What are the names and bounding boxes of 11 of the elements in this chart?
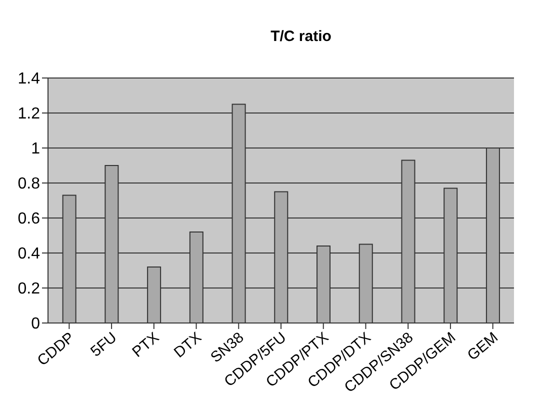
y-tick-label: 0.8 <box>18 176 40 193</box>
chart-title: T/C ratio <box>270 27 332 47</box>
x-tick-label: 5FU <box>87 329 120 360</box>
y-tick-label: 1.4 <box>18 70 40 88</box>
y-tick-label: 0.4 <box>18 246 40 263</box>
y-tick-label: 0.2 <box>18 280 40 298</box>
y-tick-label: 1.2 <box>18 106 40 123</box>
x-tick-label: PTX <box>129 329 162 361</box>
y-tick-label: 1 <box>31 140 40 158</box>
y-tick-label: 0 <box>31 316 40 333</box>
y-tick-label: 0.6 <box>18 210 40 228</box>
